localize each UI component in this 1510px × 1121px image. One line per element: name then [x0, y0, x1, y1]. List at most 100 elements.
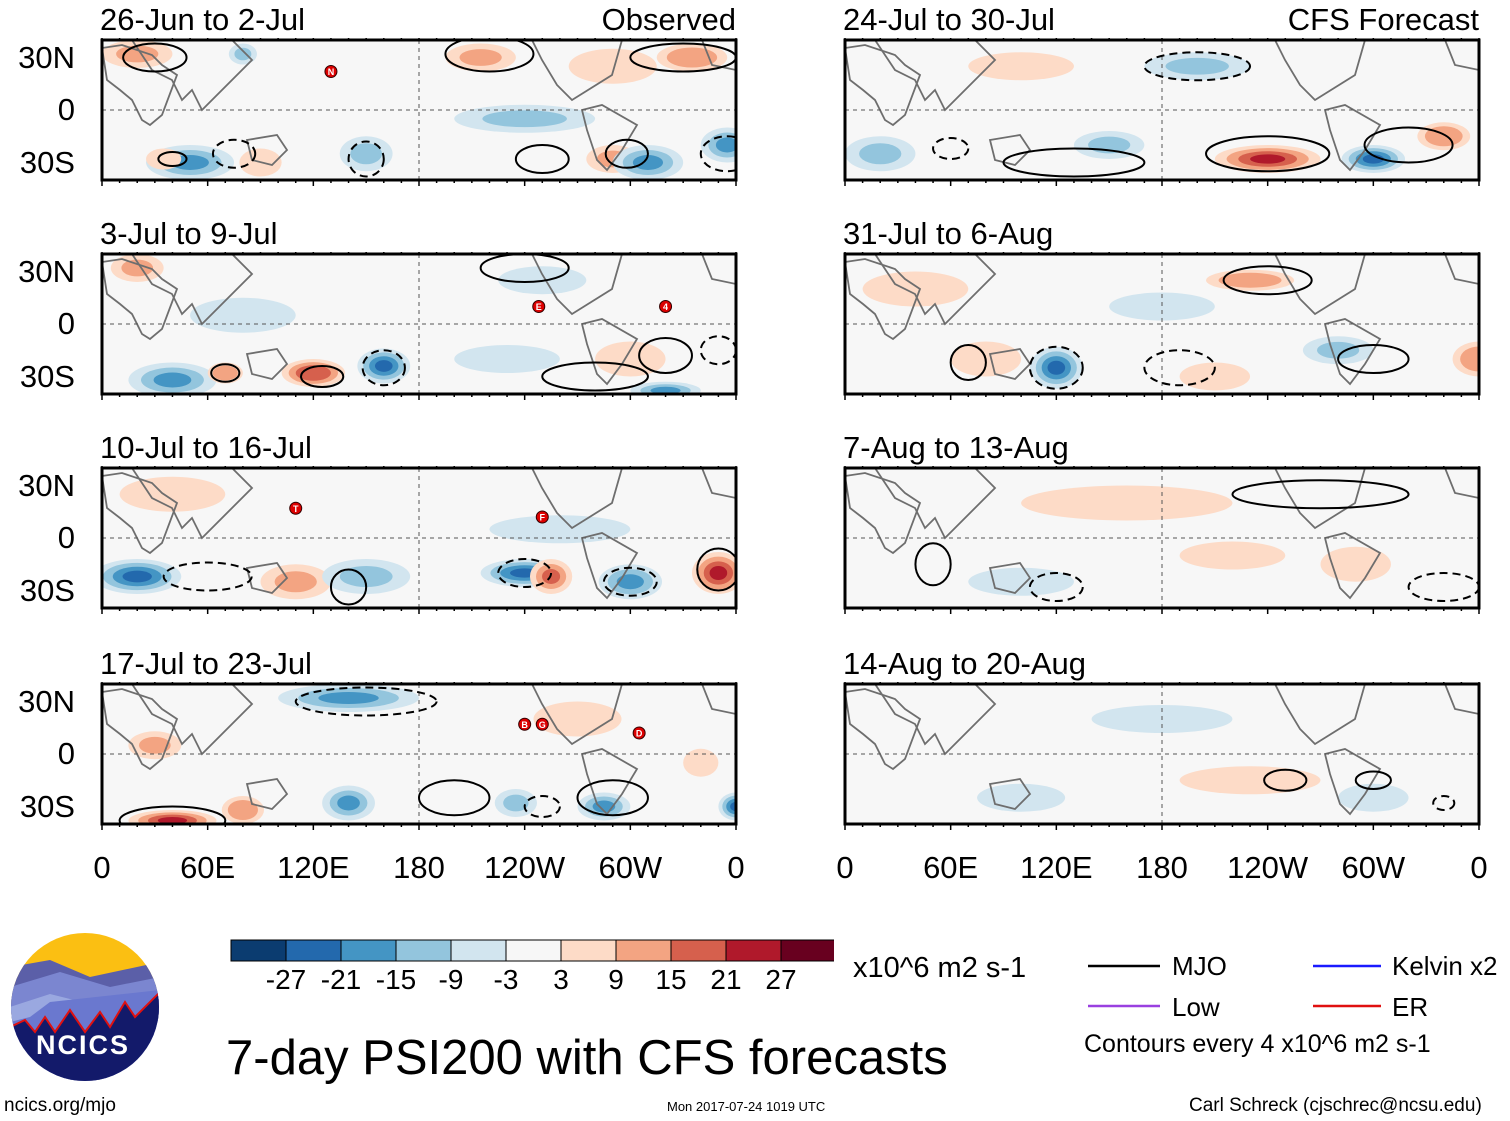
panel-title: 31-Jul to 6-Aug: [843, 216, 1054, 251]
coastline: [1273, 684, 1366, 746]
colorbar-swatch: [560, 939, 617, 962]
legend-line-er: [1313, 1004, 1381, 1008]
lat-label: 30S: [19, 145, 75, 180]
colorbar-tick-label: 21: [710, 964, 742, 995]
tropical-cyclone-icon: 4: [659, 300, 673, 313]
anomaly-shading: [968, 567, 1074, 596]
mjo-contour: [1205, 135, 1331, 173]
coastline: [873, 684, 997, 756]
coastline: [845, 258, 922, 341]
lon-label: 60E: [923, 850, 979, 885]
panel-title: 17-Jul to 23-Jul: [100, 646, 312, 681]
site-link[interactable]: ncics.org/mjo: [4, 1095, 116, 1116]
mjo-contour: [1263, 768, 1308, 792]
lat-label: 0: [57, 520, 75, 555]
coastline: [1444, 684, 1479, 715]
storm-label: N: [328, 67, 335, 77]
mjo-contour: [300, 365, 345, 388]
mjo-contour: [914, 542, 952, 587]
mjo-contour: [162, 561, 253, 592]
mjo-contour: [479, 254, 570, 283]
colorbar-tick-label: 27: [765, 964, 797, 995]
coastline: [580, 104, 639, 172]
panel-title: 7-Aug to 13-Aug: [843, 430, 1069, 465]
anomaly-shading: [1165, 57, 1229, 75]
panel-title: 10-Jul to 16-Jul: [100, 430, 312, 465]
mjo-contour: [210, 363, 241, 383]
coastline: [1273, 40, 1366, 102]
coastline: [1323, 104, 1382, 172]
anomaly-shading: [1362, 154, 1384, 164]
anomaly-shading: [274, 571, 317, 593]
coastline: [988, 348, 1032, 380]
storm-label: B: [521, 720, 528, 730]
anomaly-shading: [217, 368, 233, 378]
coastline: [580, 532, 639, 600]
anomaly-shading: [1467, 351, 1479, 367]
lat-label: 0: [57, 92, 75, 127]
lat-label: 30S: [19, 789, 75, 824]
colorbar-tick-label: -21: [320, 964, 362, 995]
storm-label: F: [540, 513, 546, 523]
colorbar-swatch: [450, 939, 507, 962]
mjo-contour: [699, 135, 736, 173]
coastline: [988, 134, 1032, 166]
panel-title: 26-Jun to 2-Jul: [100, 2, 306, 37]
coastline: [102, 258, 179, 341]
panel-title: 24-Jul to 30-Jul: [843, 2, 1055, 37]
anomaly-shading: [1047, 360, 1066, 375]
colorbar-swatch: [230, 939, 287, 962]
anomaly-shading: [690, 754, 712, 772]
logo-text: NCICS: [36, 1030, 131, 1060]
anomaly-shading: [1320, 546, 1391, 582]
mjo-contour: [949, 344, 987, 381]
colorbar-swatch: [725, 939, 782, 962]
coastline: [701, 468, 736, 499]
lon-label: 120E: [277, 850, 350, 885]
colorbar: [230, 939, 834, 962]
coastline: [102, 472, 179, 555]
tropical-cyclone-icon: D: [632, 726, 646, 740]
colorbar-swatch: [340, 939, 397, 962]
mjo-contour: [932, 137, 970, 160]
coastline: [873, 254, 997, 326]
mjo-contour: [1231, 479, 1410, 510]
coastline: [245, 562, 289, 594]
figure-title: 7-day PSI200 with CFS forecasts: [226, 1031, 948, 1085]
lon-label: 120W: [484, 850, 566, 885]
colorbar-units: x10^6 m2 s-1: [853, 952, 1027, 984]
colorbar-swatch: [395, 939, 452, 962]
lat-label: 30N: [18, 40, 75, 75]
panel-tag: Observed: [601, 2, 736, 37]
lon-label: 0: [1470, 850, 1488, 885]
map-panel: N: [100, 38, 738, 186]
anomaly-shading: [1179, 541, 1286, 570]
lon-label: 120E: [1020, 850, 1093, 885]
mjo-contour: [541, 361, 649, 392]
colorbar-tick-label: -9: [438, 964, 464, 995]
anomaly-shading: [862, 271, 969, 307]
coastline: [245, 348, 289, 380]
mjo-contour: [118, 805, 227, 824]
anomaly-shading: [459, 49, 502, 66]
anomaly-shading: [1021, 485, 1233, 521]
anomaly-shading: [454, 345, 560, 373]
mjo-contour: [1337, 344, 1410, 374]
colorbar-tick-label: 15: [655, 964, 687, 995]
mjo-contour: [1432, 795, 1456, 811]
anomaly-shading: [586, 55, 640, 77]
anomaly-shading: [489, 515, 631, 544]
anomaly-shading: [503, 794, 529, 812]
lon-label: 120W: [1227, 850, 1309, 885]
anomaly-shading: [337, 795, 360, 811]
coastline: [701, 684, 736, 715]
coastline: [1323, 532, 1382, 600]
lat-label: 0: [57, 736, 75, 771]
lon-label: 60W: [598, 850, 663, 885]
anomaly-shading: [233, 804, 252, 816]
coastline: [701, 254, 736, 285]
legend-line-mjo: [1088, 964, 1160, 968]
legend-line-kelvin: [1313, 964, 1381, 968]
tropical-cyclone-icon: N: [324, 65, 338, 78]
coastline: [1273, 254, 1366, 316]
